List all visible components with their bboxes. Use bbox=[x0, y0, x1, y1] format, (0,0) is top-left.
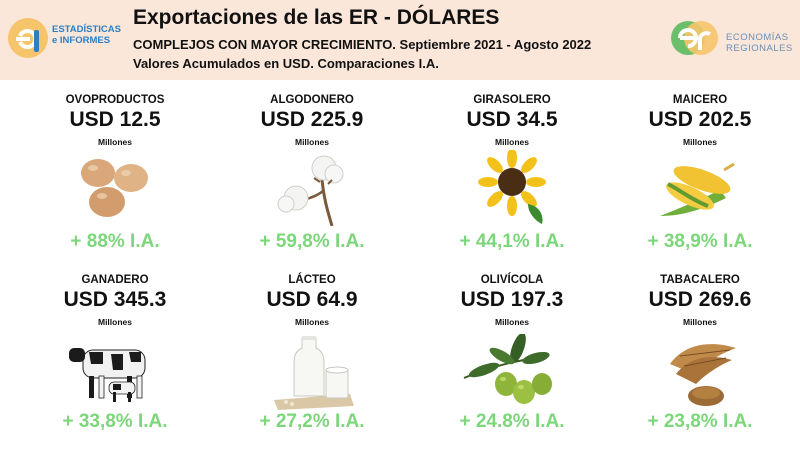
card-growth: + 44,1% I.A. bbox=[459, 231, 565, 252]
card-growth: + 33,8% I.A. bbox=[62, 411, 168, 432]
card-name: LÁCTEO bbox=[288, 274, 336, 286]
card-unit: Millones bbox=[294, 137, 329, 147]
card-unit: Millones bbox=[494, 317, 529, 327]
corn-icon bbox=[660, 162, 735, 216]
card-girasolero: GIRASOLERO USD 34.5 Millones + 44,1% I.A… bbox=[422, 94, 602, 269]
logo-right-text: ECONOMÍAS REGIONALES bbox=[726, 32, 793, 54]
card-value: USD 225.9 bbox=[260, 108, 364, 131]
card-lacteo: LÁCTEO USD 64.9 Millones + 27,2% I.A. bbox=[222, 274, 402, 449]
page-subtitle-2: Valores Acumulados en USD. Comparaciones… bbox=[133, 56, 439, 71]
page-title: Exportaciones de las ER - DÓLARES bbox=[133, 6, 500, 29]
card-value: USD 202.5 bbox=[648, 108, 752, 131]
card-unit: Millones bbox=[682, 137, 717, 147]
card-growth: + 88% I.A. bbox=[70, 231, 160, 252]
card-value: USD 34.5 bbox=[466, 108, 558, 131]
card-unit: Millones bbox=[97, 137, 132, 147]
card-growth: + 24.8% I.A. bbox=[459, 411, 565, 432]
card-olivicola: OLIVÍCOLA USD 197.3 Millones + 24.8% I.A… bbox=[422, 274, 602, 449]
card-name: MAICERO bbox=[672, 94, 728, 106]
card-growth: + 23,8% I.A. bbox=[647, 411, 753, 432]
card-growth: + 59,8% I.A. bbox=[259, 231, 365, 252]
logo-right-line2: REGIONALES bbox=[726, 43, 793, 54]
logo-left-line2: e INFORMES bbox=[52, 35, 111, 46]
card-unit: Millones bbox=[494, 137, 529, 147]
economias-regionales-logo: ECONOMÍAS REGIONALES bbox=[668, 12, 796, 64]
card-growth: + 38,9% I.A. bbox=[647, 231, 753, 252]
olives-icon bbox=[463, 334, 552, 404]
logo-left-text: ESTADÍSTICAS e INFORMES bbox=[52, 24, 121, 46]
card-name: OLIVÍCOLA bbox=[480, 274, 544, 286]
card-value: USD 269.6 bbox=[648, 288, 752, 311]
header-banner: ESTADÍSTICAS e INFORMES Exportaciones de… bbox=[0, 0, 800, 80]
card-name: OVOPRODUCTOS bbox=[65, 94, 165, 106]
eggs-icon bbox=[81, 159, 148, 217]
card-name: TABACALERO bbox=[660, 274, 740, 286]
card-tabacalero: TABACALERO USD 269.6 Millones + 23,8% I.… bbox=[610, 274, 790, 449]
logo-left-line1: ESTADÍSTICAS bbox=[52, 24, 121, 35]
er-logo-icon bbox=[671, 21, 718, 55]
page-subtitle: COMPLEJOS CON MAYOR CRECIMIENTO. Septiem… bbox=[133, 37, 592, 52]
card-value: USD 345.3 bbox=[63, 288, 167, 311]
card-value: USD 64.9 bbox=[266, 288, 358, 311]
card-name: GIRASOLERO bbox=[473, 94, 551, 106]
card-unit: Millones bbox=[294, 317, 329, 327]
card-name: GANADERO bbox=[81, 274, 149, 286]
card-growth: + 27,2% I.A. bbox=[259, 411, 365, 432]
estadisticas-logo: ESTADÍSTICAS e INFORMES bbox=[6, 16, 126, 60]
card-unit: Millones bbox=[97, 317, 132, 327]
milk-icon bbox=[274, 336, 354, 410]
card-ganadero: GANADERO USD 345.3 Millones + 33,8% I.A. bbox=[25, 274, 205, 449]
card-name: ALGODONERO bbox=[270, 94, 354, 106]
card-value: USD 197.3 bbox=[460, 288, 564, 311]
card-maicero: MAICERO USD 202.5 Millones + 38,9% I.A. bbox=[610, 94, 790, 269]
cotton-icon bbox=[277, 155, 344, 226]
card-unit: Millones bbox=[682, 317, 717, 327]
card-value: USD 12.5 bbox=[69, 108, 161, 131]
logo-right-line1: ECONOMÍAS bbox=[726, 32, 789, 43]
ei-logo-icon bbox=[8, 18, 48, 58]
card-algodonero: ALGODONERO USD 225.9 Millones + 59,8% I.… bbox=[222, 94, 402, 269]
sunflower-icon bbox=[478, 150, 546, 224]
tobacco-icon bbox=[670, 344, 736, 406]
card-ovoproductos: OVOPRODUCTOS USD 12.5 Millones + 88% I.A… bbox=[25, 94, 205, 269]
cattle-icon bbox=[69, 348, 146, 402]
